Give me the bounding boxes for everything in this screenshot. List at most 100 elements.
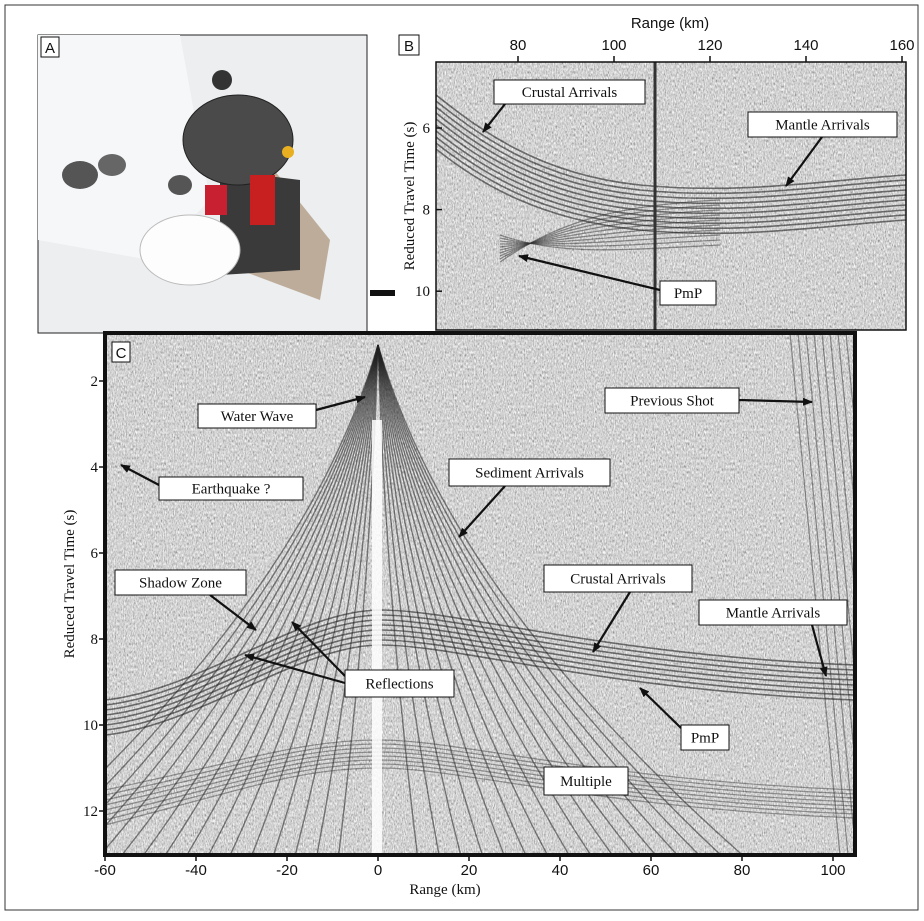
annotation-box	[197, 403, 317, 429]
arrivals	[436, 62, 906, 330]
x-tick-label: -60	[94, 862, 116, 879]
x-tick-label: 80	[510, 37, 527, 54]
crustal-trace	[105, 629, 855, 721]
annotation: Mantle Arrivals	[698, 599, 848, 626]
arrival-trace	[436, 142, 906, 230]
y-tick-label: 10	[415, 284, 430, 300]
water-wave	[105, 344, 379, 770]
previous-shot	[805, 333, 855, 851]
y-tick-label: 10	[83, 718, 98, 734]
annotation: Previous Shot	[604, 387, 740, 414]
annotation: Multiple	[543, 766, 629, 796]
annotation-text: Mantle Arrivals	[726, 606, 821, 622]
water-wave	[105, 344, 379, 828]
pmp-trace	[499, 224, 721, 248]
water-wave	[377, 344, 440, 855]
annotation-arrow	[639, 687, 682, 729]
water-wave	[229, 344, 379, 855]
crustal-trace	[105, 624, 855, 716]
panel-label: B	[404, 38, 414, 55]
x-tick-label: 0	[374, 862, 382, 879]
y-tick-label: 6	[423, 121, 431, 137]
water-wave	[105, 344, 379, 806]
annotation-text: Reflections	[365, 677, 433, 693]
arrival-trace	[436, 118, 906, 210]
crustal-trace	[105, 644, 855, 736]
pmp-trace	[499, 229, 721, 245]
multiple-trace	[105, 739, 855, 791]
annotation-box	[493, 79, 646, 105]
y-axis-label: Reduced Travel Time (s)	[402, 122, 418, 271]
plot-frame	[103, 331, 857, 857]
y-axis-label: Reduced Travel Time (s)	[62, 510, 78, 659]
annotation-box	[543, 564, 693, 593]
water-wave	[316, 344, 379, 855]
x-tick-label: -20	[276, 862, 298, 879]
panel-label-box	[40, 36, 60, 58]
annotation-arrow	[315, 395, 366, 412]
annotation-box	[344, 669, 455, 698]
annotation-box	[680, 724, 730, 751]
panel-label: C	[116, 345, 127, 362]
annotation-text: Water Wave	[221, 409, 294, 425]
annotation-box	[747, 111, 898, 138]
multiple-trace	[105, 755, 855, 811]
water-wave	[377, 344, 484, 855]
center-gap	[372, 420, 382, 855]
multiple-trace	[105, 763, 855, 821]
annotation-box	[543, 766, 629, 796]
y-tick-label: 12	[83, 804, 98, 820]
annotation-text: Shadow Zone	[139, 576, 222, 592]
water-wave	[377, 344, 549, 855]
x-axis-label: Range (km)	[631, 15, 709, 32]
annotation-arrow	[209, 594, 257, 631]
multiple-trace	[105, 747, 855, 801]
annotation-box	[114, 569, 247, 596]
crustal-trace	[105, 634, 855, 726]
x-tick-label: 120	[697, 37, 722, 54]
annotation-text: PmP	[674, 286, 702, 302]
water-wave	[377, 344, 462, 855]
x-tick-label: 20	[461, 862, 478, 879]
annotation-arrow	[810, 624, 828, 677]
arrival-trace	[436, 106, 906, 200]
previous-shot	[821, 333, 855, 684]
multiple-trace	[105, 743, 855, 796]
annotation-arrow	[120, 464, 160, 486]
annotation-arrow	[738, 397, 813, 406]
arrival-trace	[436, 100, 906, 195]
arrival-trace	[436, 148, 906, 235]
panel-label: A	[45, 40, 55, 57]
annotation-text: Crustal Arrivals	[570, 572, 666, 588]
previous-shot	[837, 333, 855, 517]
water-wave	[377, 344, 419, 855]
arrival-trace	[436, 124, 906, 215]
water-wave	[251, 344, 379, 855]
annotation-box	[604, 387, 740, 414]
annotation: Crustal Arrivals	[493, 79, 646, 105]
previous-shot	[789, 333, 841, 855]
annotation: PmP	[659, 280, 717, 306]
annotation-arrow	[518, 254, 661, 292]
water-wave	[377, 344, 527, 855]
arrival-trace	[436, 130, 906, 220]
water-wave	[186, 344, 379, 855]
x-tick-label: 80	[734, 862, 751, 879]
crustal-trace	[105, 609, 855, 701]
annotation-box	[698, 599, 848, 626]
annotation-text: Sediment Arrivals	[475, 466, 584, 482]
annotation-box	[448, 458, 611, 487]
frame	[4, 4, 919, 911]
pmp-trace	[499, 234, 721, 251]
x-tick-label: 40	[552, 862, 569, 879]
water-wave	[377, 344, 505, 855]
water-wave	[377, 344, 570, 855]
water-wave	[377, 344, 701, 855]
annotation-text: Multiple	[560, 774, 612, 790]
annotation-arrow	[592, 591, 631, 653]
previous-shot	[813, 333, 855, 768]
arrivals	[105, 333, 855, 855]
annotation: Mantle Arrivals	[747, 111, 898, 138]
pmp-trace	[499, 237, 721, 247]
